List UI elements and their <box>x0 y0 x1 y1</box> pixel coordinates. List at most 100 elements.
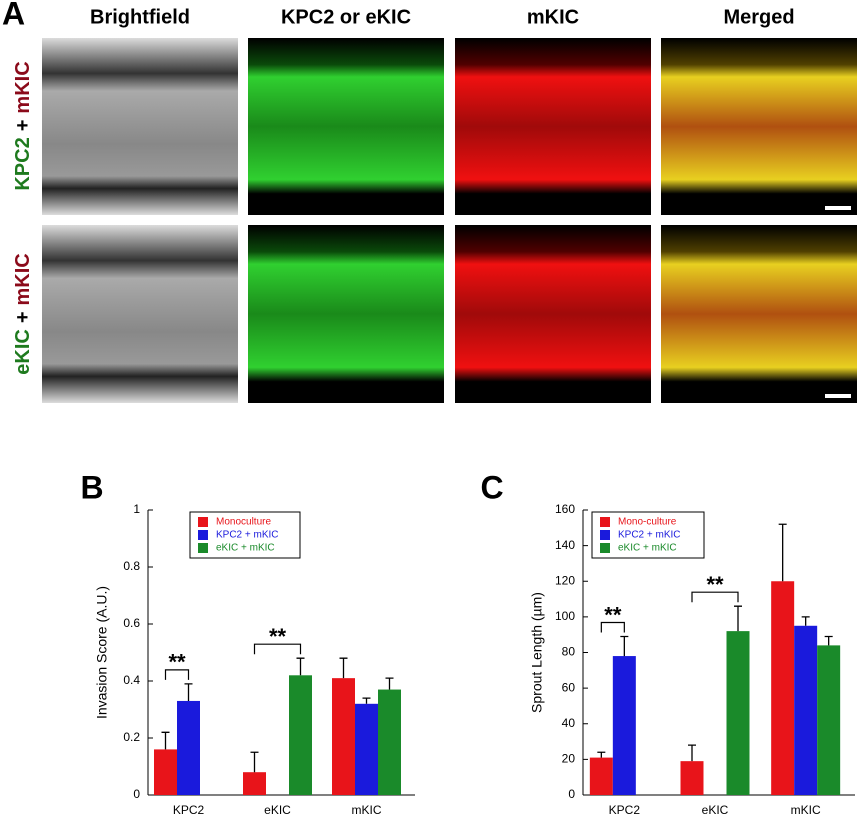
image <box>455 225 651 403</box>
legend-label: KPC2 + mKIC <box>618 530 681 541</box>
scale-bar <box>825 394 851 398</box>
legend-label: eKIC + mKIC <box>618 543 677 554</box>
bar <box>771 581 795 795</box>
column-header: mKIC <box>527 6 579 28</box>
y-tick-label: 100 <box>555 609 575 623</box>
row-label-part: + <box>12 311 34 323</box>
legend-label: eKIC + mKIC <box>216 543 275 554</box>
image <box>661 225 857 403</box>
row-label-part: KPC2 <box>12 137 34 190</box>
column-header: KPC2 or eKIC <box>281 6 411 28</box>
error-bar <box>734 605 742 632</box>
panel-letter: C <box>480 469 503 505</box>
y-tick-label: 0.6 <box>123 616 140 630</box>
error-bar <box>339 657 348 679</box>
bar <box>332 678 355 795</box>
significance-label: ** <box>706 572 724 597</box>
significance-bracket <box>253 643 302 655</box>
y-tick-label: 0 <box>568 787 575 801</box>
legend-label: Mono-culture <box>618 517 677 528</box>
x-tick-label: KPC2 <box>609 803 641 817</box>
significance-label: ** <box>269 624 287 649</box>
panel-letter: B <box>80 469 103 505</box>
x-tick-label: KPC2 <box>173 803 205 817</box>
column-header: Brightfield <box>90 6 190 28</box>
image <box>248 225 444 403</box>
y-tick-label: 140 <box>555 538 575 552</box>
y-tick-label: 0.2 <box>123 730 140 744</box>
bar <box>589 757 613 795</box>
bar <box>612 656 636 795</box>
error-bar <box>597 751 606 758</box>
significance-bracket <box>691 591 739 603</box>
column-header: Merged <box>723 6 794 28</box>
row-label-part: + <box>12 120 34 132</box>
bar <box>680 761 704 795</box>
legend-swatch <box>600 530 610 540</box>
error-bar <box>778 523 787 582</box>
micrographs <box>42 38 857 403</box>
error-bar <box>824 635 833 646</box>
image <box>248 38 444 215</box>
y-tick-label: 1 <box>133 502 140 516</box>
y-tick-label: 0 <box>133 787 140 801</box>
bar <box>726 631 750 795</box>
bar <box>355 703 378 795</box>
bar <box>154 749 177 795</box>
error-bar <box>250 751 259 773</box>
scale-bar <box>825 206 851 210</box>
row-label-part: mKIC <box>12 253 34 305</box>
legend-box <box>591 511 705 559</box>
x-tick-label: mKIC <box>791 803 821 817</box>
legend-swatch <box>600 543 610 553</box>
row-label-part: eKIC <box>12 329 34 375</box>
legend-swatch <box>198 530 208 540</box>
bar <box>794 625 818 795</box>
error-bar <box>801 616 810 626</box>
error-bar <box>161 731 170 750</box>
error-bar <box>385 677 394 690</box>
error-bar <box>620 635 629 657</box>
y-tick-label: 80 <box>562 645 576 659</box>
bar <box>177 700 200 795</box>
image <box>42 225 238 403</box>
y-tick-label: 60 <box>562 680 576 694</box>
row-label: KPC2 + mKIC <box>12 61 34 190</box>
legend-swatch <box>198 543 208 553</box>
bar <box>817 645 841 795</box>
error-bar <box>296 657 305 676</box>
y-tick-label: 120 <box>555 573 575 587</box>
y-tick-label: 0.4 <box>123 673 140 687</box>
error-bar <box>184 683 193 701</box>
significance-label: ** <box>168 650 186 675</box>
bar <box>243 772 266 795</box>
error-bar <box>688 744 696 762</box>
row-label-part: mKIC <box>12 61 34 113</box>
image <box>42 38 238 215</box>
bar <box>378 689 401 795</box>
significance-bracket <box>600 621 625 633</box>
image <box>455 38 651 215</box>
legend-label: Monoculture <box>216 517 271 528</box>
significance-bracket <box>164 669 190 680</box>
x-tick-label: eKIC <box>264 803 291 817</box>
x-tick-label: eKIC <box>702 803 729 817</box>
y-tick-label: 160 <box>555 502 575 516</box>
y-tick-label: 20 <box>562 752 576 766</box>
legend-label: KPC2 + mKIC <box>216 530 279 541</box>
image <box>661 38 857 215</box>
legend-swatch <box>198 517 208 527</box>
bar <box>289 675 312 795</box>
legend-box <box>189 511 301 559</box>
y-tick-label: 0.8 <box>123 559 140 573</box>
panel-letter: A <box>2 0 25 31</box>
y-axis-label: Sprout Length (µm) <box>529 592 545 713</box>
row-label: eKIC + mKIC <box>12 253 34 375</box>
error-bar <box>362 697 371 704</box>
significance-label: ** <box>604 602 622 627</box>
y-axis-label: Invasion Score (A.U.) <box>94 586 110 719</box>
legend-swatch <box>600 517 610 527</box>
x-tick-label: mKIC <box>352 803 382 817</box>
y-tick-label: 40 <box>562 716 576 730</box>
